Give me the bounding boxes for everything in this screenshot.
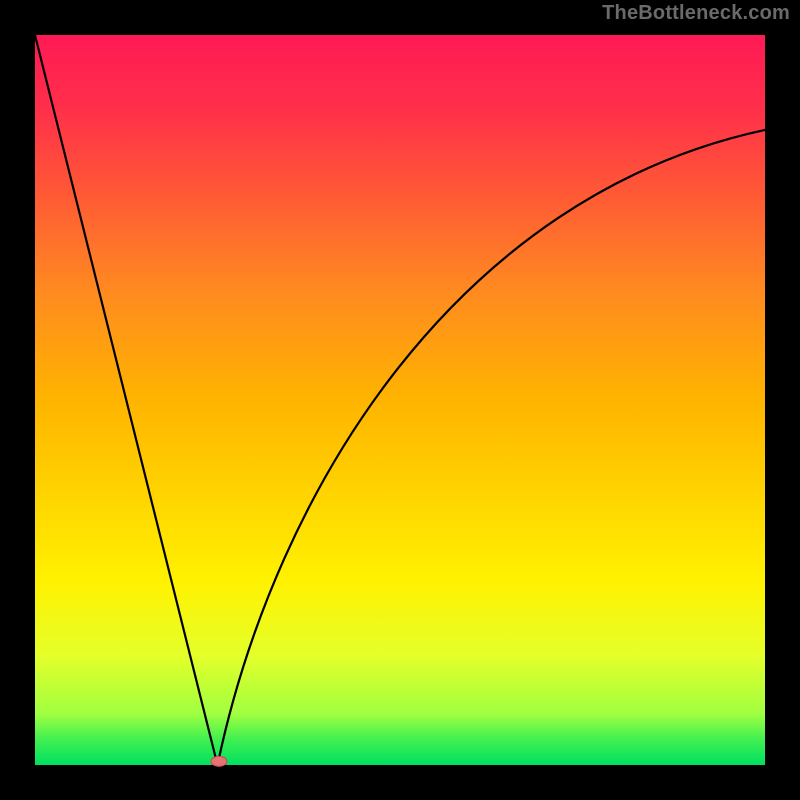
bottleneck-curve-chart <box>0 0 800 800</box>
minimum-marker <box>211 756 227 766</box>
chart-gradient-background <box>35 35 765 765</box>
watermark-label: TheBottleneck.com <box>602 2 790 25</box>
chart-container: TheBottleneck.com <box>0 0 800 800</box>
